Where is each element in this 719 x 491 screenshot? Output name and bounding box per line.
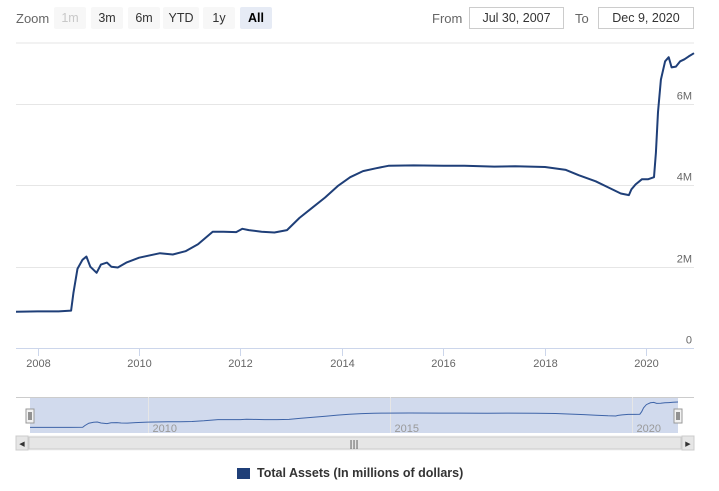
y-axis: 0 2M 4M 6M xyxy=(677,91,692,347)
x-tick-label: 2014 xyxy=(330,358,354,370)
from-date-input[interactable] xyxy=(469,7,564,29)
y-tick-label: 4M xyxy=(677,172,692,184)
navigator-handle[interactable] xyxy=(673,408,683,424)
chevron-left-icon: ◀ xyxy=(19,440,25,448)
navigator-handle[interactable] xyxy=(25,408,35,424)
zoom-all-button[interactable]: All xyxy=(240,7,272,29)
chevron-right-icon: ▶ xyxy=(685,440,691,448)
x-axis: 2008 2010 2012 2014 2016 2018 2020 xyxy=(16,348,694,370)
to-label: To xyxy=(575,11,589,26)
legend-label: Total Assets (In millions of dollars) xyxy=(257,466,464,480)
plot-area xyxy=(15,52,695,313)
y-tick-label: 0 xyxy=(686,335,692,347)
to-date-input[interactable] xyxy=(598,7,694,29)
y-tick-label: 2M xyxy=(677,254,692,266)
legend[interactable]: Total Assets (In millions of dollars) xyxy=(237,466,463,480)
grid-lines xyxy=(16,42,694,268)
navigator-tick-label: 2020 xyxy=(637,423,661,435)
scrollbar-thumb xyxy=(28,436,682,450)
navigator-handle-box xyxy=(673,408,683,424)
from-label: From xyxy=(432,11,463,26)
zoom-label: Zoom xyxy=(16,11,50,26)
y-tick-label: 6M xyxy=(677,91,692,103)
series-line xyxy=(15,52,695,313)
navigator-handle-box xyxy=(25,408,35,424)
scrollbar-right-button xyxy=(681,435,695,451)
legend-swatch xyxy=(237,467,250,479)
x-tick-label: 2016 xyxy=(431,358,455,370)
scrollbar[interactable]: ◀ ▶ ||| xyxy=(15,435,695,451)
navigator-selection xyxy=(30,397,678,433)
scrollbar-grip-icon: ||| xyxy=(349,440,358,450)
zoom-ytd-button[interactable]: YTD xyxy=(163,7,199,29)
navigator-background xyxy=(16,397,694,433)
zoom-3m-button[interactable]: 3m xyxy=(91,7,123,29)
x-tick-label: 2010 xyxy=(127,358,151,370)
navigator-series xyxy=(30,401,679,428)
x-tick-label: 2018 xyxy=(533,358,557,370)
x-tick-label: 2012 xyxy=(228,358,252,370)
navigator[interactable]: 2010 2015 2020 ◀ ▶ ||| xyxy=(15,397,695,451)
navigator-tick-label: 2010 xyxy=(153,423,177,435)
scrollbar-left-button xyxy=(15,435,29,451)
zoom-1m-button[interactable]: 1m xyxy=(54,7,86,29)
x-tick-label: 2008 xyxy=(26,358,50,370)
zoom-6m-button[interactable]: 6m xyxy=(128,7,160,29)
zoom-1y-button[interactable]: 1y xyxy=(203,7,235,29)
navigator-tick-label: 2015 xyxy=(395,423,419,435)
x-tick-label: 2020 xyxy=(634,358,658,370)
